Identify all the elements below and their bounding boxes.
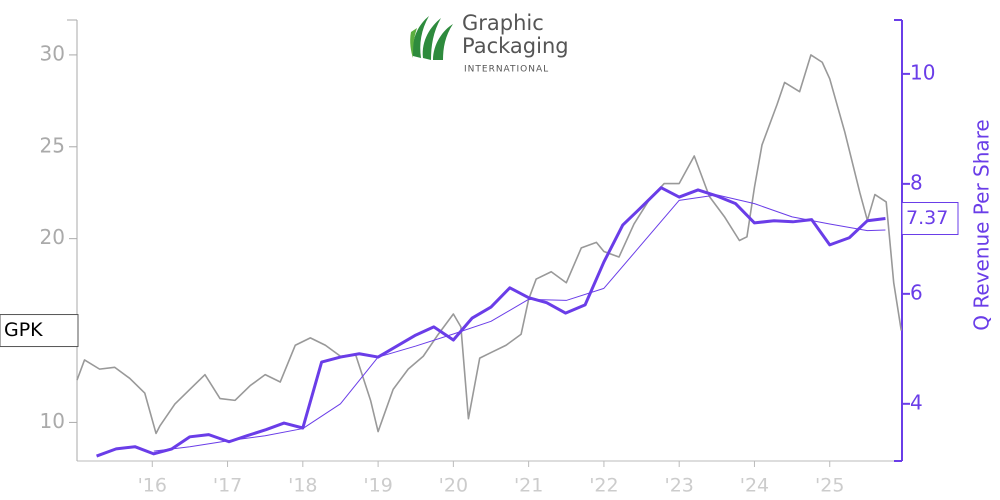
x-tick-label: '24 xyxy=(740,475,769,497)
y-tick-label: 10 xyxy=(40,409,65,433)
x-tick-label: '23 xyxy=(664,475,693,497)
y-tick-label: 20 xyxy=(40,225,65,249)
series-line xyxy=(153,194,886,452)
x-tick-label: '19 xyxy=(363,475,392,497)
series-line xyxy=(96,186,886,458)
x-tick-label: '25 xyxy=(815,475,844,497)
x-tick-label: '18 xyxy=(288,475,317,497)
y2-tick-label: 8 xyxy=(910,170,923,194)
logo-text: Graphic xyxy=(462,11,544,35)
logo-text: INTERNATIONAL xyxy=(464,65,549,75)
y2-tick-label: 10 xyxy=(910,60,935,84)
x-tick-label: '17 xyxy=(213,475,242,497)
y2-tick-label: 4 xyxy=(910,390,923,414)
x-tick-label: '16 xyxy=(138,475,167,497)
y-tick-label: 30 xyxy=(40,41,65,65)
ticker-box xyxy=(0,314,79,348)
y2-axis-label: Q Revenue Per Share xyxy=(970,119,994,331)
value-label: 7.37 xyxy=(906,207,948,229)
x-tick-label: '20 xyxy=(439,475,468,497)
value-box xyxy=(901,202,959,236)
y-tick-label: 25 xyxy=(40,133,65,157)
logo: Graphic Packaging INTERNATIONAL xyxy=(410,11,569,75)
logo-text: Packaging xyxy=(462,34,569,58)
x-tick-label: '21 xyxy=(514,475,543,497)
x-tick-label: '22 xyxy=(589,475,618,497)
ticker-label: GPK xyxy=(4,319,43,341)
series-line xyxy=(76,54,903,435)
logo-icon xyxy=(410,16,453,60)
y2-tick-label: 6 xyxy=(910,280,923,304)
